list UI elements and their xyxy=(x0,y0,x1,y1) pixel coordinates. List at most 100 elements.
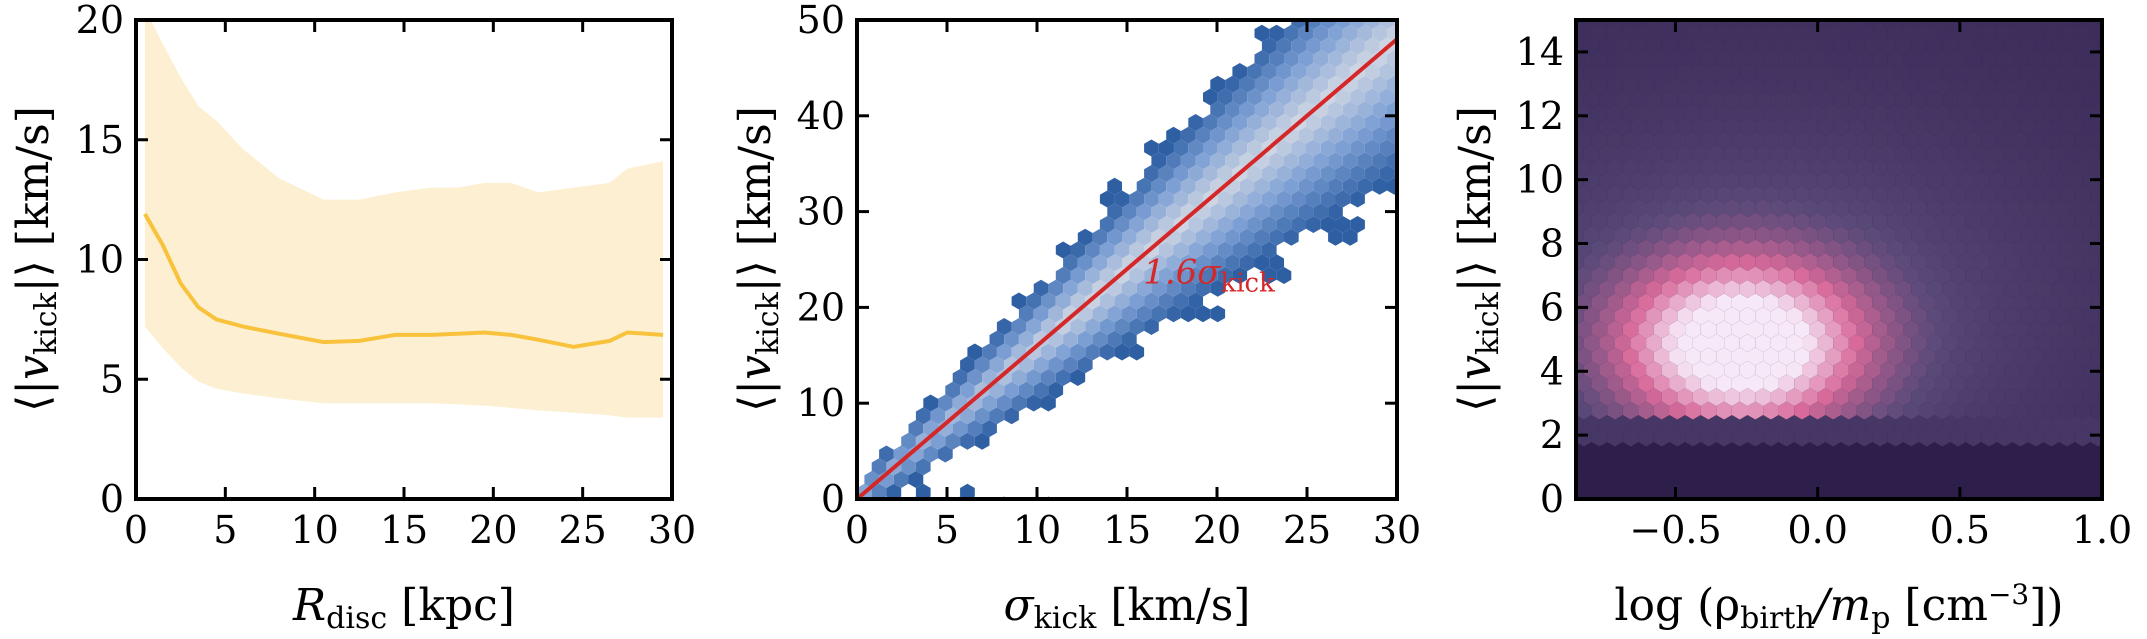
density-hex-cell xyxy=(1903,212,1919,231)
density-hex-cell xyxy=(1926,172,1943,190)
hexbin-cell xyxy=(1239,254,1255,272)
density-hex-cell xyxy=(2012,239,2029,258)
hexbin-cell xyxy=(1372,24,1387,42)
density-hex-cell xyxy=(1692,469,1709,487)
density-hex-cell xyxy=(1661,280,1678,298)
density-hex-cell xyxy=(1669,104,1686,123)
density-hex-cell xyxy=(1622,239,1639,258)
density-hex-cell xyxy=(1607,239,1623,258)
density-hex-cell xyxy=(1576,401,1592,420)
density-hex-cell xyxy=(1599,415,1615,433)
density-hex-cell xyxy=(2082,334,2099,352)
density-hex-cell xyxy=(1591,266,1608,285)
density-hex-cell xyxy=(1778,158,1795,177)
density-hex-cell xyxy=(1576,455,1592,474)
density-hex-cell xyxy=(1747,293,1764,312)
density-hex-cell xyxy=(1903,104,1919,123)
density-hex-cell xyxy=(2082,442,2099,460)
hexbin-cell xyxy=(1298,50,1314,68)
density-hex-cell xyxy=(2043,482,2060,499)
hexbin-cell xyxy=(1313,177,1329,195)
density-hex-cell xyxy=(1692,388,1709,406)
density-hex-cell xyxy=(1848,334,1865,352)
density-hex-cell xyxy=(1794,320,1810,339)
density-hex-cell xyxy=(1770,118,1787,136)
density-hex-cell xyxy=(1817,415,1834,433)
hexbin-cell xyxy=(1239,126,1255,144)
hexbin-cell xyxy=(1364,37,1380,55)
density-hex-cell xyxy=(1677,307,1693,325)
hexbin-cell xyxy=(1225,152,1240,170)
density-hex-cell xyxy=(1731,158,1748,177)
density-hex-cell xyxy=(2028,401,2044,420)
density-hex-cell xyxy=(1802,415,1818,433)
hexbin-cell xyxy=(1151,203,1167,221)
density-hex-cell xyxy=(2059,23,2075,42)
density-hex-cell xyxy=(1895,253,1912,271)
density-hex-cell xyxy=(2067,91,2083,109)
density-hex-cell xyxy=(2067,145,2083,163)
density-hex-cell xyxy=(1817,388,1834,406)
hexbin-cell xyxy=(1099,292,1115,310)
density-hex-cell xyxy=(1622,401,1639,420)
density-hex-cell xyxy=(1622,185,1639,204)
hexbin-cell xyxy=(1350,37,1365,55)
density-hex-cell xyxy=(1965,428,1982,447)
density-hex-cell xyxy=(1731,266,1748,285)
density-hex-cell xyxy=(2012,455,2029,474)
hexbin-cell xyxy=(1335,216,1351,233)
density-hex-cell xyxy=(1700,185,1717,204)
hexbin-cell xyxy=(1320,190,1336,208)
density-hex-cell xyxy=(1638,50,1654,69)
p1-ytick-label: 0 xyxy=(100,477,124,521)
density-hex-cell xyxy=(1989,37,2005,55)
density-hex-cell xyxy=(1755,91,1771,109)
hexbin-cell xyxy=(960,407,975,425)
density-hex-cell xyxy=(1841,401,1857,420)
density-hex-cell xyxy=(1607,293,1623,312)
density-hex-cell xyxy=(1786,91,1802,109)
density-hex-cell xyxy=(1576,158,1592,177)
hexbin-cell xyxy=(1232,190,1248,208)
density-hex-cell xyxy=(1731,104,1748,123)
density-hex-cell xyxy=(1965,77,1982,96)
density-hex-cell xyxy=(1700,401,1717,420)
density-hex-cell xyxy=(1630,118,1647,136)
density-hex-cell xyxy=(1763,428,1779,447)
density-hex-cell xyxy=(1755,469,1771,487)
density-hex-cell xyxy=(1661,91,1678,109)
density-hex-cell xyxy=(1739,226,1756,244)
density-hex-cell xyxy=(1950,347,1966,366)
density-hex-cell xyxy=(1918,401,1935,420)
density-hex-cell xyxy=(2059,428,2075,447)
hexbin-cell xyxy=(1379,139,1395,157)
density-hex-cell xyxy=(2012,158,2029,177)
density-hex-cell xyxy=(1661,118,1678,136)
hexbin-cell xyxy=(1306,20,1321,29)
density-hex-cell xyxy=(1778,50,1795,69)
density-hex-cell xyxy=(1996,374,2013,393)
hexbin-cell xyxy=(1026,369,1041,386)
density-hex-cell xyxy=(2067,469,2083,487)
density-hex-cell xyxy=(1731,374,1748,393)
density-hex-cell xyxy=(1856,266,1873,285)
density-hex-cell xyxy=(1786,118,1802,136)
hexbin-cell xyxy=(1328,24,1343,42)
density-hex-cell xyxy=(2020,334,2036,352)
hexbin-cell xyxy=(1077,228,1093,246)
density-hex-cell xyxy=(1973,388,1990,406)
hexbin-cell xyxy=(1217,241,1233,259)
density-hex-cell xyxy=(1622,50,1639,69)
density-hex-cell xyxy=(2028,185,2044,204)
density-hex-cell xyxy=(1638,212,1654,231)
p1-ytick-label: 20 xyxy=(76,0,124,42)
hexbin-cell xyxy=(1107,228,1122,246)
hexbin-cell xyxy=(1158,165,1174,182)
density-hex-cell xyxy=(1981,212,1997,231)
density-hex-cell xyxy=(2028,158,2044,177)
density-hex-cell xyxy=(2059,158,2075,177)
density-hex-cell xyxy=(1646,226,1662,244)
hexbin-cell xyxy=(1217,139,1233,157)
density-hex-cell xyxy=(1747,158,1764,177)
density-hex-cell xyxy=(2090,320,2102,339)
